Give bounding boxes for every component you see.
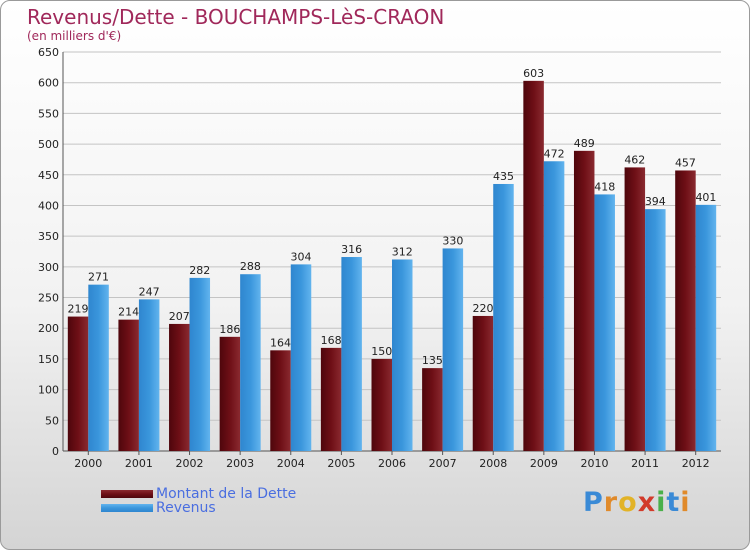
data-label-revenus: 304 <box>291 250 312 263</box>
data-label-dette: 135 <box>422 354 443 367</box>
bar-revenus <box>88 284 109 451</box>
y-tick-label: 650 <box>38 46 59 59</box>
bar-dette <box>472 315 494 451</box>
data-label-dette: 462 <box>624 153 645 166</box>
bar-dette <box>219 336 241 451</box>
y-tick-label: 400 <box>38 199 59 212</box>
data-label-dette: 219 <box>68 303 89 316</box>
x-tick-label: 2002 <box>176 457 204 470</box>
bar-dette <box>67 316 89 451</box>
logo-letter: o <box>618 487 638 518</box>
logo-letter: i <box>656 487 667 518</box>
x-tick-label: 2005 <box>327 457 355 470</box>
x-tick-label: 2010 <box>580 457 608 470</box>
bar-revenus <box>240 274 261 451</box>
x-tick-label: 2011 <box>631 457 659 470</box>
data-label-dette: 457 <box>675 156 696 169</box>
bar-dette <box>320 347 342 451</box>
y-tick-label: 300 <box>38 261 59 274</box>
y-tick-label: 550 <box>38 107 59 120</box>
data-label-dette: 489 <box>574 137 595 150</box>
legend-label-revenus: Revenus <box>156 500 216 516</box>
bar-dette <box>270 350 291 451</box>
data-label-revenus: 271 <box>88 271 109 284</box>
data-label-revenus: 394 <box>645 195 666 208</box>
bar-dette <box>573 150 595 451</box>
y-tick-label: 0 <box>52 445 59 458</box>
x-tick-label: 2009 <box>530 457 558 470</box>
logo-letter: t <box>666 487 681 518</box>
x-tick-label: 2006 <box>378 457 406 470</box>
data-label-revenus: 316 <box>341 243 362 256</box>
legend-swatch-dette <box>101 490 153 498</box>
y-tick-label: 250 <box>38 292 59 305</box>
bar-dette <box>624 167 646 451</box>
bar-dette <box>422 368 443 451</box>
x-tick-label: 2007 <box>429 457 457 470</box>
data-label-revenus: 418 <box>594 180 615 193</box>
y-tick-label: 50 <box>45 414 59 427</box>
bar-revenus <box>594 194 615 452</box>
bar-revenus <box>189 277 211 451</box>
data-label-revenus: 435 <box>493 170 514 183</box>
bar-dette <box>675 170 696 452</box>
data-label-revenus: 401 <box>695 191 716 204</box>
y-tick-label: 100 <box>38 384 59 397</box>
bar-dette <box>371 358 392 451</box>
bar-revenus <box>543 161 565 451</box>
logo-letter: x <box>637 487 657 518</box>
bar-revenus <box>695 204 717 451</box>
chart-subtitle: (en milliers d'€) <box>27 29 122 43</box>
bar-revenus <box>138 299 160 451</box>
bar-dette <box>169 323 190 451</box>
logo-letter: P <box>583 487 604 518</box>
data-label-revenus: 330 <box>442 234 463 247</box>
data-label-dette: 186 <box>219 323 240 336</box>
proxiti-logo: Proxiti <box>583 487 691 518</box>
bar-dette <box>523 80 544 451</box>
data-label-revenus: 312 <box>392 245 413 258</box>
x-tick-label: 2012 <box>682 457 710 470</box>
data-label-dette: 220 <box>472 302 493 315</box>
bar-dette <box>118 319 139 451</box>
data-label-dette: 207 <box>169 310 190 323</box>
bar-revenus <box>392 259 413 451</box>
bar-revenus <box>341 257 362 451</box>
y-tick-label: 450 <box>38 169 59 182</box>
x-tick-label: 2004 <box>277 457 305 470</box>
bar-revenus <box>493 183 514 451</box>
x-tick-label: 2003 <box>226 457 254 470</box>
x-tick-label: 2000 <box>74 457 102 470</box>
logo-letter: i <box>680 487 691 518</box>
bar-revenus <box>290 264 312 451</box>
logo-letter: r <box>603 487 619 518</box>
data-label-dette: 214 <box>118 306 139 319</box>
data-label-revenus: 472 <box>544 147 565 160</box>
y-tick-label: 600 <box>38 77 59 90</box>
bar-revenus <box>442 248 464 451</box>
bar-revenus <box>645 209 666 451</box>
y-tick-label: 150 <box>38 353 59 366</box>
y-tick-label: 350 <box>38 230 59 243</box>
x-tick-label: 2008 <box>479 457 507 470</box>
x-tick-label: 2001 <box>125 457 153 470</box>
chart-title: Revenus/Dette - BOUCHAMPS-LèS-CRAON <box>27 5 445 29</box>
data-label-revenus: 247 <box>139 285 160 298</box>
y-tick-label: 200 <box>38 322 59 335</box>
data-label-revenus: 288 <box>240 260 261 273</box>
legend-swatch-revenus <box>101 504 153 512</box>
data-label-dette: 150 <box>371 345 392 358</box>
data-label-revenus: 282 <box>189 264 210 277</box>
data-label-dette: 603 <box>523 67 544 80</box>
data-label-dette: 164 <box>270 336 291 349</box>
data-label-dette: 168 <box>321 334 342 347</box>
y-tick-label: 500 <box>38 138 59 151</box>
legend-label-dette: Montant de la Dette <box>156 486 297 502</box>
